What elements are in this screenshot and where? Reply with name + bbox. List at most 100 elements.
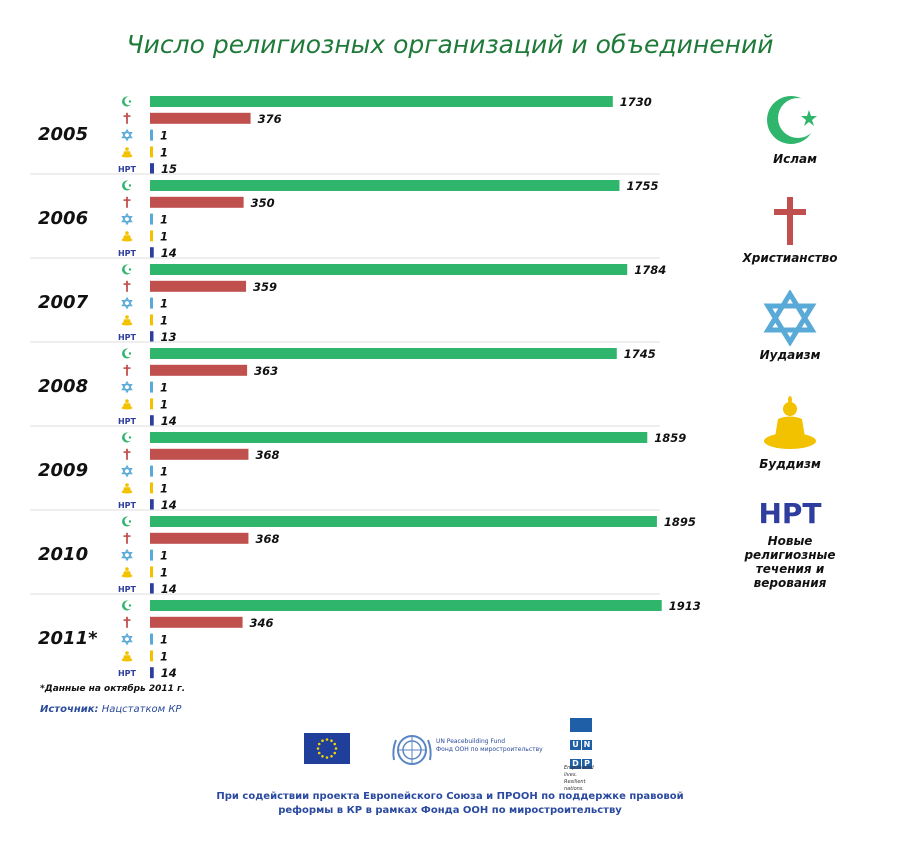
data-label-christianity: 368: [255, 448, 279, 462]
crescent-star-small-icon: [122, 96, 133, 107]
buddha-small-icon: [121, 147, 133, 158]
nrt-text-icon: НРТ: [758, 497, 822, 530]
data-label-buddhism: 1: [160, 565, 168, 579]
nrt-small-icon: НРТ: [118, 165, 137, 174]
cross-icon: [774, 197, 806, 245]
crescent-star-small-icon: [122, 264, 133, 275]
cross-small-icon: [123, 532, 131, 544]
legend-label-judaism: Иудаизм: [759, 348, 821, 362]
data-label-islam: 1745: [624, 347, 656, 361]
data-label-christianity: 363: [254, 364, 278, 378]
data-label-nrt: 14: [161, 582, 177, 596]
bar-buddhism: [150, 314, 153, 326]
buddha-small-icon: [121, 567, 133, 578]
data-label-judaism: 1: [160, 549, 168, 563]
legend-label-islam: Ислам: [773, 152, 817, 166]
data-label-christianity: 350: [251, 196, 275, 210]
data-label-judaism: 1: [160, 633, 168, 647]
year-label: 2009: [38, 460, 88, 481]
nrt-small-icon: НРТ: [118, 333, 137, 342]
cross-small-icon: [123, 196, 131, 208]
data-label-nrt: 14: [161, 414, 177, 428]
cross-small-icon: [123, 616, 131, 628]
undp-letter-d: D: [570, 759, 581, 769]
data-label-islam: 1859: [654, 431, 686, 445]
star-of-david-small-icon: [121, 380, 133, 394]
legend-item-nrt: НРТ Новые религиозные течения и веровани…: [735, 497, 845, 591]
data-label-buddhism: 1: [160, 397, 168, 411]
year-label: 2010: [38, 544, 88, 565]
bar-buddhism: [150, 566, 153, 578]
eu-star: [333, 751, 337, 755]
star-of-david-small-icon: [121, 296, 133, 310]
bar-buddhism: [150, 482, 153, 494]
star-of-david-icon: [763, 290, 817, 346]
data-label-nrt: 14: [161, 498, 177, 512]
nrt-small-icon: НРТ: [118, 585, 137, 594]
year-label: 2005: [38, 124, 88, 145]
data-label-christianity: 359: [253, 280, 277, 294]
crescent-star-small-icon: [122, 432, 133, 443]
data-label-judaism: 1: [160, 129, 168, 143]
nrt-small-icon: НРТ: [118, 417, 137, 426]
year-label: 2006: [38, 208, 88, 229]
source-label: Источник:: [40, 704, 99, 715]
buddha-small-icon: [121, 399, 133, 410]
un-fund-text: UN Peacebuilding Fund Фонд ООН по мирост…: [436, 738, 543, 754]
undp-letter-p: P: [582, 759, 592, 769]
legend-label-buddhism: Буддизм: [759, 457, 821, 471]
cross-small-icon: [123, 280, 131, 292]
nrt-small-icon: НРТ: [118, 669, 137, 678]
bar-nrt: [150, 331, 154, 343]
data-label-nrt: 13: [160, 330, 176, 344]
legend-label-nrt: Новые религиозные течения и верования: [744, 534, 836, 590]
credits-text: При содействии проекта Европейского Союз…: [216, 791, 684, 816]
undp-emblem: [570, 718, 592, 732]
data-label-islam: 1895: [664, 515, 696, 529]
nrt-small-icon: НРТ: [118, 501, 137, 510]
eu-star: [321, 754, 324, 758]
bar-islam: [150, 180, 620, 191]
bar-nrt: [150, 163, 155, 175]
eu-star: [325, 756, 329, 759]
eu-star: [316, 747, 320, 750]
source-line: Источник: Нацстатком КР: [40, 704, 181, 715]
undp-tagline-1: Empowered lives.: [564, 765, 594, 778]
data-label-islam: 1755: [626, 179, 658, 193]
bar-judaism: [150, 297, 153, 309]
crescent-star-small-icon: [122, 600, 133, 611]
bar-nrt: [150, 247, 154, 259]
bar-nrt: [150, 499, 154, 511]
bar-christianity: [150, 280, 247, 292]
legend-item-buddhism: Буддизм: [745, 395, 835, 471]
star-of-david-small-icon: [121, 632, 133, 646]
bar-judaism: [150, 129, 153, 141]
crescent-star-small-icon: [122, 348, 133, 359]
legend-item-islam: Ислам: [750, 92, 840, 166]
bar-nrt: [150, 415, 154, 427]
bar-chart: 2005 1730 376 1 1 15 НРТ 2006 1755 350 1 1 14 НРТ 2007…: [30, 95, 701, 680]
bar-christianity: [150, 196, 244, 208]
buddha-small-icon: [121, 231, 133, 242]
bar-islam: [150, 600, 662, 611]
data-label-christianity: 368: [255, 532, 279, 546]
nrt-small-icon: НРТ: [118, 249, 137, 258]
cross-small-icon: [123, 112, 131, 124]
eu-star: [330, 754, 333, 758]
crescent-star-icon: [767, 96, 818, 144]
data-label-buddhism: 1: [160, 649, 168, 663]
un-fund-line1: UN Peacebuilding Fund: [436, 738, 506, 745]
footnote: *Данные на октябрь 2011 г.: [40, 684, 186, 694]
buddha-icon: [764, 396, 816, 449]
bar-buddhism: [150, 398, 153, 410]
data-label-islam: 1730: [620, 95, 652, 109]
star-of-david-small-icon: [121, 128, 133, 142]
cross-small-icon: [123, 448, 131, 460]
source-value: Нацстатком КР: [101, 704, 182, 715]
bar-nrt: [150, 583, 154, 595]
data-label-nrt: 14: [161, 246, 177, 260]
crescent-star-small-icon: [122, 180, 133, 191]
star-of-david-small-icon: [121, 464, 133, 478]
bar-christianity: [150, 616, 243, 628]
